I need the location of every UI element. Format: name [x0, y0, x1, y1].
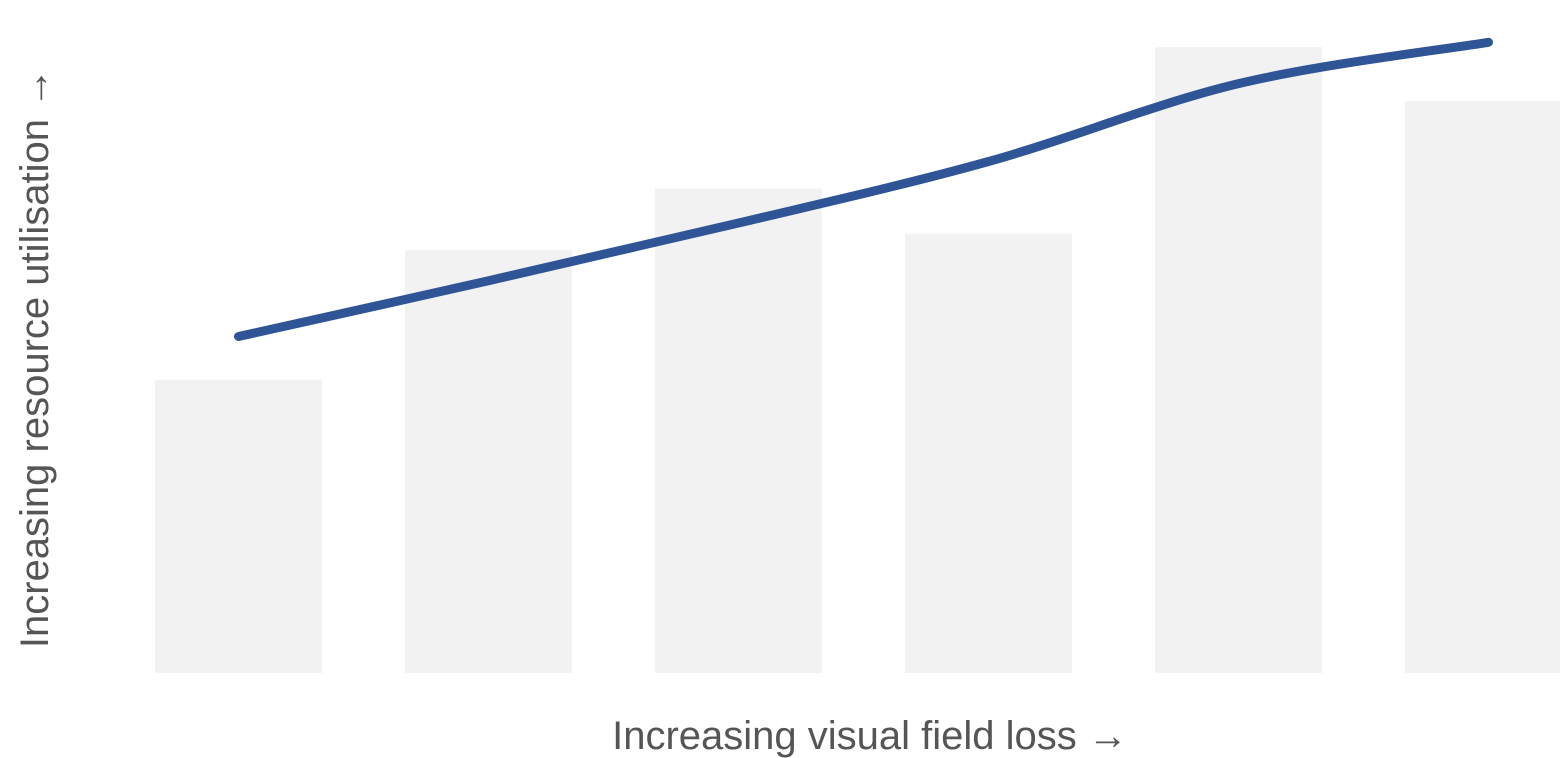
bar-group — [155, 47, 1560, 674]
bar — [905, 233, 1072, 673]
y-axis-label: Increasing resource utilisation → — [13, 68, 57, 648]
trend-line — [234, 37, 1493, 341]
bar — [655, 188, 822, 673]
bar — [1155, 47, 1322, 674]
x-axis-label: Increasing visual field loss → — [612, 714, 1128, 758]
bar — [1405, 100, 1560, 673]
bar — [155, 379, 322, 673]
bar — [405, 249, 572, 673]
